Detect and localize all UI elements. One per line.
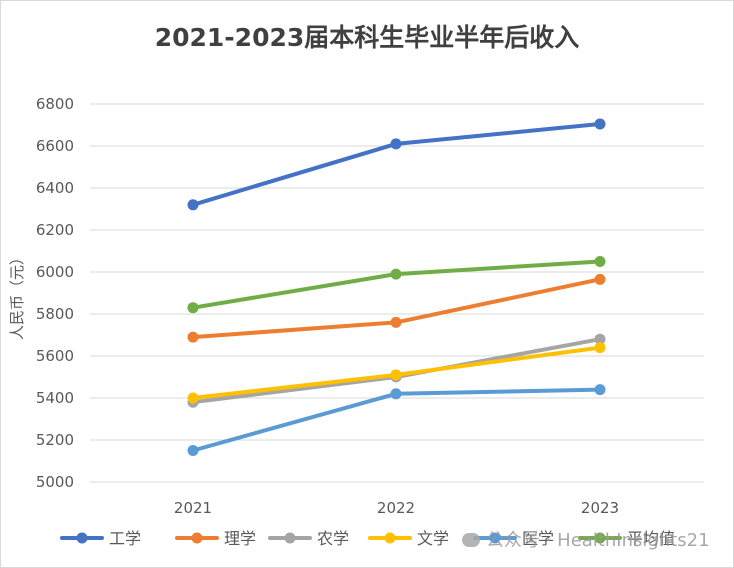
data-point bbox=[594, 333, 606, 345]
series-group bbox=[187, 118, 606, 456]
legend-label: 理学 bbox=[224, 529, 256, 548]
legend-swatch-marker bbox=[594, 532, 606, 544]
y-tick-label: 6400 bbox=[36, 179, 74, 197]
legend-item: 理学 bbox=[175, 529, 256, 548]
series-line bbox=[191, 259, 602, 310]
series-line bbox=[191, 277, 602, 340]
legend-swatch-marker bbox=[76, 532, 88, 544]
legend-label: 文学 bbox=[417, 529, 449, 548]
legend-item: 医学 bbox=[473, 529, 554, 548]
data-point bbox=[594, 342, 606, 354]
data-point bbox=[390, 388, 402, 400]
legend-item: 平均值 bbox=[578, 529, 675, 548]
series-平均值 bbox=[187, 256, 606, 314]
watermark: 公众号 · HealthInsights21 bbox=[462, 526, 710, 552]
y-tick-label: 6000 bbox=[36, 263, 74, 281]
data-point bbox=[594, 384, 606, 396]
y-tick-label: 5400 bbox=[36, 389, 74, 407]
data-point bbox=[187, 392, 199, 404]
data-point bbox=[187, 199, 199, 211]
data-point bbox=[390, 369, 402, 381]
legend-label: 医学 bbox=[522, 529, 554, 548]
data-point bbox=[594, 118, 606, 130]
data-point bbox=[594, 256, 606, 267]
chart-title: 2021-2023届本科生毕业半年后收入 bbox=[154, 23, 580, 52]
gridlines bbox=[90, 103, 704, 483]
y-tick-label: 5000 bbox=[36, 473, 74, 491]
legend-item: 工学 bbox=[60, 529, 141, 548]
y-tick-labels: 5000 5200 5400 5600 5800 6000 6200 6400 6600 6800 bbox=[36, 95, 74, 491]
x-tick-label: 2021 bbox=[174, 499, 212, 517]
legend: 工学 理学 农学 文学 医学 平均值 bbox=[60, 529, 675, 548]
data-point bbox=[390, 138, 402, 150]
series-医学 bbox=[187, 384, 606, 456]
y-tick-label: 5600 bbox=[36, 347, 74, 365]
x-tick-label: 2023 bbox=[581, 499, 619, 517]
legend-label: 平均值 bbox=[627, 529, 675, 548]
x-tick-label: 2022 bbox=[377, 499, 415, 517]
data-point bbox=[594, 273, 606, 285]
series-文学 bbox=[187, 342, 606, 404]
legend-label: 工学 bbox=[109, 529, 141, 548]
legend-item: 文学 bbox=[368, 529, 449, 548]
data-point bbox=[187, 445, 199, 456]
watermark-text: 公众号 · HealthInsights21 bbox=[486, 530, 710, 551]
data-point bbox=[187, 302, 199, 314]
y-tick-label: 5800 bbox=[36, 305, 74, 323]
y-tick-label: 5200 bbox=[36, 431, 74, 449]
legend-item: 农学 bbox=[268, 529, 349, 548]
series-line bbox=[191, 121, 602, 207]
series-理学 bbox=[187, 273, 606, 343]
legend-swatch-marker bbox=[384, 532, 396, 544]
y-axis-label: 人民币（元） bbox=[8, 250, 26, 340]
x-tick-labels: 2021 2022 2023 bbox=[174, 499, 619, 517]
y-tick-label: 6600 bbox=[36, 137, 74, 155]
wechat-icon bbox=[462, 533, 480, 547]
data-point bbox=[187, 331, 199, 343]
data-point bbox=[390, 268, 402, 280]
legend-swatch-marker bbox=[284, 532, 296, 544]
legend-swatch-marker bbox=[489, 532, 501, 544]
legend-swatch-marker bbox=[191, 532, 203, 544]
data-point bbox=[390, 316, 402, 328]
series-工学 bbox=[187, 118, 606, 211]
y-tick-label: 6800 bbox=[36, 95, 74, 113]
y-tick-label: 6200 bbox=[36, 221, 74, 239]
legend-label: 农学 bbox=[317, 529, 349, 548]
